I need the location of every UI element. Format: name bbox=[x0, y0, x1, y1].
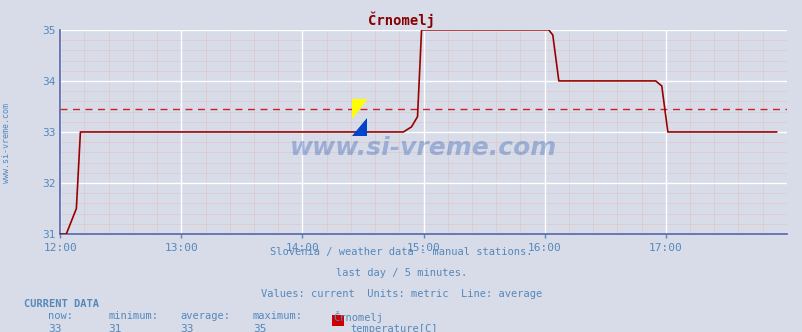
Text: last day / 5 minutes.: last day / 5 minutes. bbox=[335, 268, 467, 278]
Text: www.si-vreme.com: www.si-vreme.com bbox=[290, 136, 557, 160]
Polygon shape bbox=[352, 99, 367, 118]
Text: 31: 31 bbox=[108, 324, 122, 332]
Text: www.si-vreme.com: www.si-vreme.com bbox=[2, 103, 11, 183]
Polygon shape bbox=[352, 118, 367, 136]
Text: now:: now: bbox=[48, 311, 73, 321]
Text: 35: 35 bbox=[253, 324, 266, 332]
Text: minimum:: minimum: bbox=[108, 311, 158, 321]
Text: CURRENT DATA: CURRENT DATA bbox=[24, 299, 99, 309]
Text: 33: 33 bbox=[48, 324, 62, 332]
Text: temperature[C]: temperature[C] bbox=[350, 324, 437, 332]
Text: Values: current  Units: metric  Line: average: Values: current Units: metric Line: aver… bbox=[261, 289, 541, 298]
Text: Slovenia / weather data - manual stations.: Slovenia / weather data - manual station… bbox=[270, 247, 532, 257]
Text: maximum:: maximum: bbox=[253, 311, 302, 321]
Text: Črnomelj: Črnomelj bbox=[333, 311, 383, 323]
Text: average:: average: bbox=[180, 311, 230, 321]
Text: Črnomelj: Črnomelj bbox=[367, 12, 435, 28]
Text: 33: 33 bbox=[180, 324, 194, 332]
